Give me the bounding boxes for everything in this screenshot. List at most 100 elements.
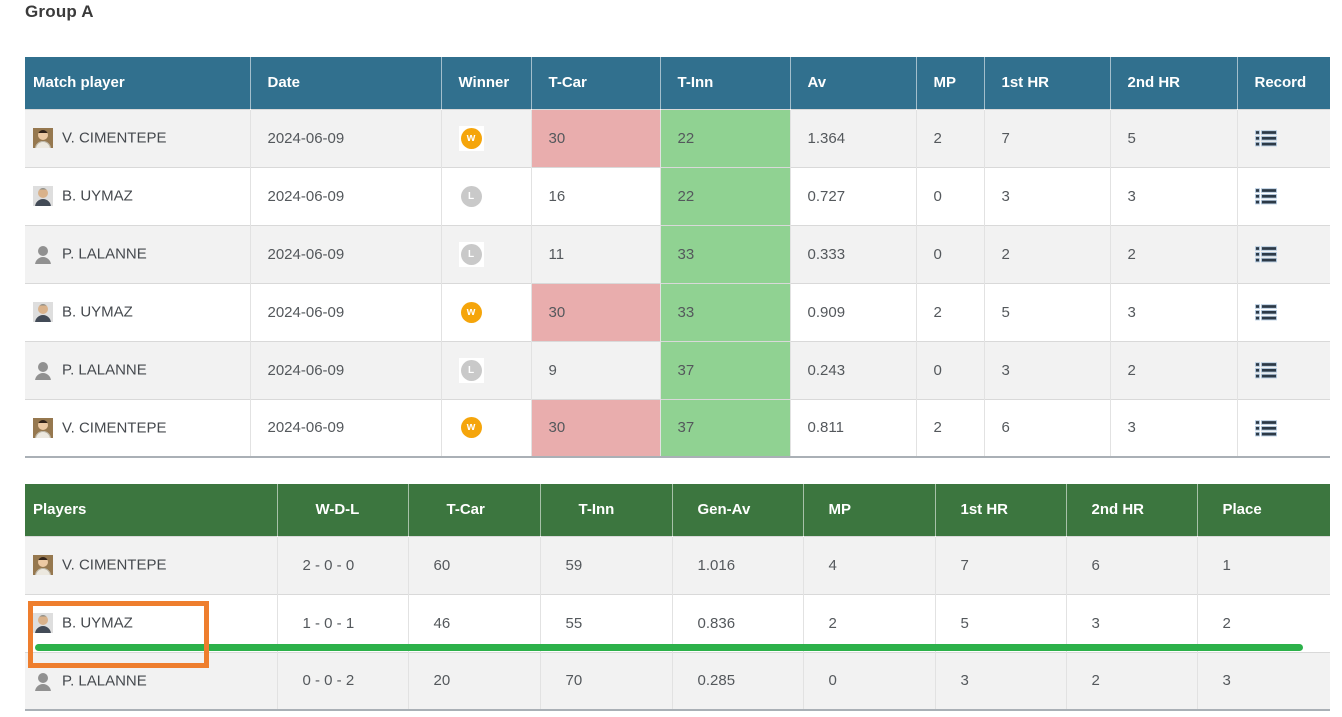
av-cell: 0.727 [790,166,917,225]
player-name: P. LALANNE [62,672,147,690]
player-cell: V. CIMENTEPE [25,398,251,457]
match-row: V. CIMENTEPE 2024-06-09 w 30 37 0.811 2 … [25,398,1330,457]
col-match-player: Match player [25,57,251,109]
wdl-cell: 1 - 0 - 1 [277,593,409,652]
match-row: B. UYMAZ 2024-06-09 w 30 33 0.909 2 5 3 [25,282,1330,341]
page-title: Group A [25,2,94,21]
gen-av-cell: 0.285 [672,651,804,710]
player-avatar [33,186,53,206]
player-avatar [33,671,53,691]
record-list-icon [1254,362,1277,379]
av-cell: 0.909 [790,282,917,341]
record-button[interactable] [1254,304,1277,321]
av-cell: 0.811 [790,398,917,457]
match-row: B. UYMAZ 2024-06-09 L 16 22 0.727 0 3 3 [25,166,1330,225]
player-name: B. UYMAZ [62,303,133,321]
standings-row: V. CIMENTEPE 2 - 0 - 0 60 59 1.016 4 7 6… [25,535,1330,594]
result-badge: w [460,127,482,149]
col-date: Date [250,57,442,109]
record-cell [1237,282,1330,341]
col-players: Players [25,484,278,536]
record-button[interactable] [1254,130,1277,147]
col-t-inn-total: T-Inn [540,484,673,536]
col-2nd-hr: 2nd HR [1110,57,1238,109]
result-badge: w [460,301,482,323]
standings-row: P. LALANNE 0 - 0 - 2 20 70 0.285 0 3 2 3 [25,651,1330,710]
record-button[interactable] [1254,419,1277,437]
col-t-car: T-Car [531,57,661,109]
col-winner: Winner [441,57,532,109]
standings-rows: V. CIMENTEPE 2 - 0 - 0 60 59 1.016 4 7 6… [25,535,1330,710]
t-inn-cell: 33 [660,282,791,341]
record-button[interactable] [1254,188,1277,205]
result-badge-frame: L [458,357,484,383]
t-car-cell: 16 [531,166,661,225]
player-cell: V. CIMENTEPE [25,535,278,594]
t-inn-cell: 55 [540,593,673,652]
player-avatar [33,244,53,264]
wdl-cell: 0 - 0 - 2 [277,651,409,710]
player-cell: B. UYMAZ [25,282,251,341]
second-hr-cell: 2 [1110,340,1238,399]
date-cell: 2024-06-09 [250,340,442,399]
winner-cell: w [441,108,532,167]
mp-cell: 0 [916,224,985,283]
player-cell: B. UYMAZ [25,166,251,225]
second-hr-cell: 3 [1110,398,1238,457]
col-av: Av [790,57,917,109]
col-2nd-hr-total: 2nd HR [1066,484,1198,536]
player-name: V. CIMENTEPE [62,129,167,147]
second-hr-cell: 3 [1110,282,1238,341]
t-inn-cell: 33 [660,224,791,283]
mp-cell: 2 [803,593,936,652]
place-cell: 2 [1197,593,1330,652]
col-mp: MP [916,57,985,109]
record-button[interactable] [1254,362,1277,379]
record-list-icon [1254,130,1277,147]
first-hr-cell: 3 [984,166,1111,225]
mp-cell: 2 [916,398,985,457]
match-results-table: Match player Date Winner T-Car T-Inn Av … [25,57,1330,458]
date-cell: 2024-06-09 [250,398,442,457]
t-car-cell: 30 [531,108,661,167]
record-button[interactable] [1254,246,1277,263]
winner-cell: L [441,166,532,225]
second-hr-cell: 2 [1110,224,1238,283]
player-avatar [33,128,53,148]
date-cell: 2024-06-09 [250,108,442,167]
date-cell: 2024-06-09 [250,166,442,225]
standings-header-row: Players W-D-L T-Car T-Inn Gen-Av MP 1st … [25,484,1330,536]
av-cell: 1.364 [790,108,917,167]
second-hr-cell: 3 [1066,593,1198,652]
col-1st-hr-total: 1st HR [935,484,1067,536]
standings-table: Players W-D-L T-Car T-Inn Gen-Av MP 1st … [25,484,1330,711]
t-car-cell: 9 [531,340,661,399]
col-record: Record [1237,57,1330,109]
standings-section: Players W-D-L T-Car T-Inn Gen-Av MP 1st … [25,484,1330,711]
result-badge: L [460,359,482,381]
match-rows: V. CIMENTEPE 2024-06-09 w 30 22 1.364 2 … [25,108,1330,457]
result-badge: L [460,243,482,265]
result-badge-frame: w [458,415,484,441]
record-list-icon [1254,246,1277,263]
t-car-cell: 20 [408,651,541,710]
winner-cell: L [441,340,532,399]
t-inn-cell: 59 [540,535,673,594]
player-cell: V. CIMENTEPE [25,108,251,167]
player-cell: P. LALANNE [25,224,251,283]
t-car-cell: 11 [531,224,661,283]
gen-av-cell: 1.016 [672,535,804,594]
record-list-icon [1254,188,1277,205]
player-cell: P. LALANNE [25,340,251,399]
first-hr-cell: 7 [935,535,1067,594]
player-avatar [33,555,53,575]
col-t-inn: T-Inn [660,57,791,109]
first-hr-cell: 5 [984,282,1111,341]
record-cell [1237,398,1330,457]
t-inn-cell: 70 [540,651,673,710]
t-inn-cell: 37 [660,398,791,457]
result-badge: L [460,185,482,207]
winner-cell: w [441,282,532,341]
mp-cell: 0 [916,340,985,399]
